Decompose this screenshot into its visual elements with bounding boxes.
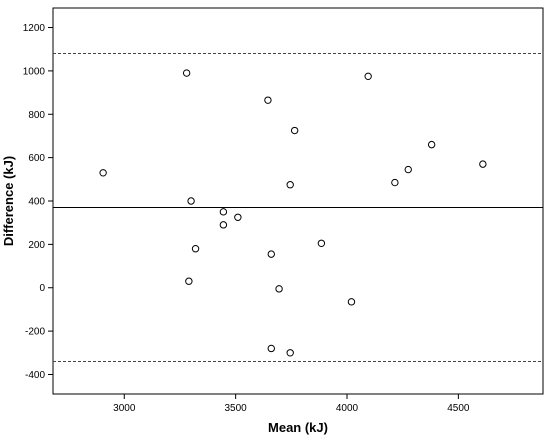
data-point bbox=[219, 221, 228, 229]
data-point bbox=[317, 239, 326, 247]
data-point bbox=[286, 349, 294, 357]
y-tick-label: 1200 bbox=[23, 23, 46, 34]
y-tick-label: -200 bbox=[25, 327, 45, 338]
data-point bbox=[427, 140, 436, 149]
y-tick-label: -400 bbox=[25, 370, 45, 381]
y-tick-label: 200 bbox=[28, 240, 45, 251]
data-point bbox=[264, 96, 272, 104]
data-point bbox=[391, 178, 399, 187]
y-tick-label: 0 bbox=[39, 283, 45, 294]
plot-area bbox=[52, 7, 544, 395]
data-point bbox=[219, 208, 228, 216]
data-point bbox=[185, 277, 193, 285]
y-tick-label: 800 bbox=[28, 110, 45, 121]
data-point bbox=[182, 69, 191, 77]
data-point bbox=[364, 72, 372, 81]
y-axis-title: Difference (kJ) bbox=[1, 156, 16, 246]
data-point bbox=[99, 169, 107, 177]
y-tick-label: 600 bbox=[28, 153, 45, 164]
data-point bbox=[267, 250, 275, 258]
data-points bbox=[99, 69, 487, 357]
y-tick-label: 1000 bbox=[23, 66, 46, 77]
x-tick-label: 3500 bbox=[225, 403, 248, 414]
data-point bbox=[290, 126, 299, 135]
y-axis: -400 -200 0 200 400 600 800 1000 1200 bbox=[23, 23, 53, 381]
x-tick-label: 4000 bbox=[336, 403, 359, 414]
data-point bbox=[234, 213, 242, 221]
data-point bbox=[347, 298, 356, 306]
reference-lines bbox=[53, 53, 543, 362]
x-tick-label: 3000 bbox=[113, 403, 136, 414]
data-point bbox=[187, 197, 195, 205]
x-axis: 3000 3500 4000 4500 bbox=[113, 394, 470, 414]
x-tick-label: 4500 bbox=[447, 403, 470, 414]
data-point bbox=[479, 160, 487, 168]
data-point bbox=[286, 181, 294, 189]
data-point bbox=[267, 344, 275, 353]
x-axis-title: Mean (kJ) bbox=[268, 420, 328, 435]
data-point bbox=[404, 165, 412, 174]
y-tick-label: 400 bbox=[28, 197, 45, 208]
data-point bbox=[191, 245, 200, 253]
data-point bbox=[275, 285, 283, 293]
